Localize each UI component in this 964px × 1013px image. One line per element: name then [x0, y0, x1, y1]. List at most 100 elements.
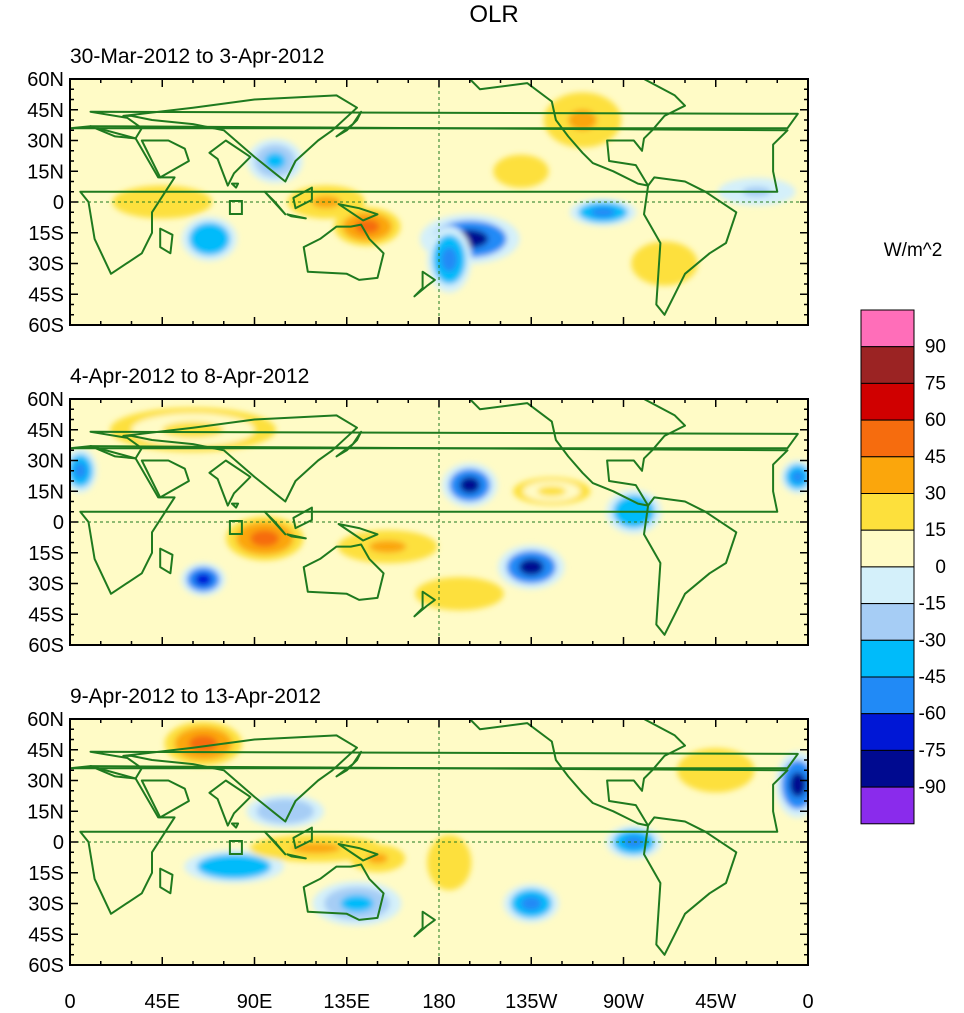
anomaly-core	[291, 843, 341, 854]
lat-tick-label: 15S	[28, 863, 64, 885]
coastline	[468, 399, 686, 507]
lat-tick-label: 45N	[27, 740, 64, 762]
lat-tick-label: 15N	[27, 161, 64, 183]
lat-tick-label: 0	[53, 512, 64, 534]
anomaly-core	[250, 530, 280, 547]
colorbar-box	[860, 713, 915, 751]
coastline	[208, 139, 252, 187]
anomaly-core	[369, 540, 407, 553]
coastline	[140, 459, 190, 499]
anomaly-core	[195, 573, 212, 586]
coastline	[122, 414, 358, 503]
colorbar-box	[860, 493, 915, 531]
coastline	[292, 506, 313, 530]
colorbar-label: 15	[925, 520, 946, 541]
anomaly-core	[791, 470, 804, 484]
colorbar-label: 45	[925, 447, 946, 468]
colorbar-box	[860, 676, 915, 715]
coastline	[335, 750, 363, 778]
colorbar-label: -90	[919, 777, 946, 798]
anomaly-core	[443, 587, 476, 600]
lat-tick-label: 30S	[28, 574, 64, 596]
anomaly-core	[518, 558, 544, 576]
map-panel-3: 9-Apr-2012 to 13-Apr-2012 60N 45N 30N 15N 0 1…	[27, 685, 809, 977]
coastline	[292, 826, 313, 850]
colorbar-label: 30	[925, 484, 946, 505]
lat-tick-label: 30N	[27, 131, 64, 153]
coastline	[159, 227, 174, 255]
panel-2-axis-ticks: 60N 45N 30N 15N 0 15S 30S 45S 60S	[27, 389, 809, 657]
longitude-tick-labels: 0 45E 90E 135E 180 135W 90W 45W 0	[64, 991, 813, 1013]
coastline	[335, 110, 363, 138]
lat-tick-label: 45S	[28, 284, 64, 306]
anomaly-core	[215, 860, 253, 873]
coastline	[79, 765, 789, 915]
coastline	[302, 223, 385, 281]
lat-tick-label: 60N	[27, 709, 64, 731]
anomaly-core	[354, 219, 380, 234]
colorbar-label: -45	[919, 667, 946, 688]
coastline	[263, 190, 287, 216]
anomaly-core	[441, 852, 458, 873]
colorbar-label: -30	[919, 630, 946, 651]
lat-tick-label: 60N	[27, 69, 64, 91]
coastline	[337, 843, 379, 862]
coastline	[208, 459, 252, 507]
anomaly-core	[188, 735, 218, 752]
coastline	[70, 750, 799, 780]
lat-tick-label: 0	[53, 192, 64, 214]
lat-tick-label: 15N	[27, 801, 64, 823]
coastline	[335, 430, 363, 458]
colorbar-label: 0	[935, 557, 946, 578]
colorbar-box	[860, 786, 915, 825]
colorbar-label: 90	[925, 337, 946, 358]
colorbar-box	[860, 749, 915, 788]
coastline	[286, 853, 307, 860]
figure-title: OLR	[469, 1, 518, 28]
coastline	[302, 543, 385, 601]
coastline	[413, 270, 436, 298]
panel-2-reference-lines	[70, 399, 808, 645]
anomaly-core	[441, 247, 458, 272]
colorbar-label: -60	[919, 704, 946, 725]
coastline	[159, 867, 174, 895]
anomaly-core	[537, 486, 567, 497]
anomaly-core	[510, 165, 532, 178]
lat-tick-label: 30N	[27, 771, 64, 793]
anomaly-core	[270, 805, 300, 818]
lat-tick-label: 60S	[28, 955, 64, 977]
colorbar-units: W/m^2	[884, 240, 943, 261]
panel-3-reference-lines	[70, 719, 808, 965]
lon-tick-label: 180	[422, 991, 455, 1013]
coastline	[468, 719, 686, 827]
coastline	[122, 734, 358, 823]
coastline	[413, 590, 436, 618]
coastline	[230, 822, 240, 829]
lon-tick-label: 0	[64, 991, 75, 1013]
coastline	[292, 186, 313, 210]
lat-tick-label: 15S	[28, 223, 64, 245]
lon-tick-label: 45E	[144, 991, 180, 1013]
panel-1-subtitle: 30-Mar-2012 to 3-Apr-2012	[70, 45, 324, 68]
anomaly-core	[568, 109, 597, 131]
colorbar-label: -75	[919, 740, 946, 761]
coastline	[79, 445, 789, 595]
map-panel-1: 30-Mar-2012 to 3-Apr-2012 60N 45N 30N 15N 0 1…	[27, 45, 809, 337]
panel-1-frame	[69, 78, 809, 326]
lon-tick-label: 0	[802, 991, 813, 1013]
lat-tick-label: 60N	[27, 389, 64, 411]
anomaly-core	[311, 195, 341, 209]
colorbar-boxes: 90 75 60 45 30 15 0 -15 -30 -45 -60 -75 -90	[860, 309, 946, 825]
coastline	[208, 779, 252, 827]
colorbar-box	[860, 529, 915, 568]
colorbar-label: 60	[925, 410, 946, 431]
lat-tick-label: 0	[53, 832, 64, 854]
coastline	[140, 779, 190, 819]
coastline	[302, 863, 385, 921]
lat-tick-label: 15N	[27, 481, 64, 503]
coastline	[337, 203, 379, 222]
colorbar: W/m^2 90 75 60 45 30 15 0 -15 -30 -45 -60 -75 -90	[860, 240, 946, 825]
anomaly-core	[590, 207, 616, 218]
anomaly-core	[521, 896, 542, 911]
colorbar-box	[860, 639, 915, 678]
